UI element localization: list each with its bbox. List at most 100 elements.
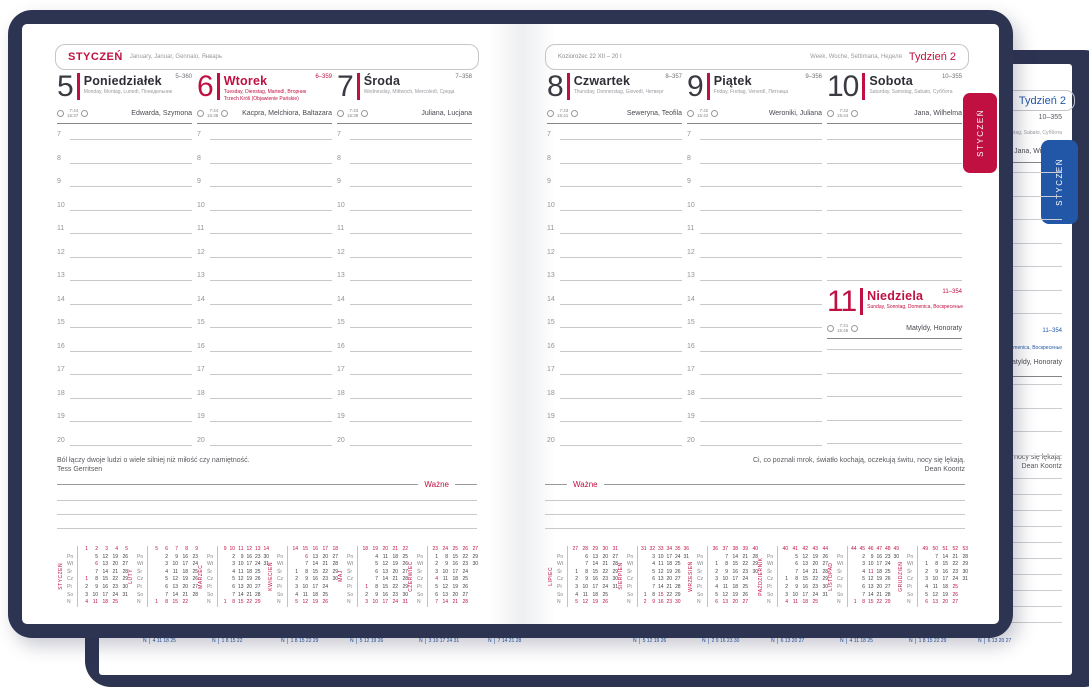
day-name: Sobota [869, 74, 913, 88]
day-of-year: 5–360 [175, 74, 192, 80]
weekday-row: Cz 6 13 20 27 [627, 576, 689, 584]
day-cell: 6 [715, 599, 718, 606]
weekday-row: Śr 7 14 21 28 [767, 568, 828, 577]
mini-calendar-grid: 14 15 16 17 18 Pn 6 13 20 27 Wt 7 14 21 28 Śr 1 8 15 22 29 Cz… [277, 546, 338, 607]
hour-slot: 18 [57, 375, 192, 399]
ruled-line [350, 421, 472, 422]
week-number: 14 [292, 546, 298, 552]
day-cell: 29 [752, 561, 758, 568]
ruled-line [350, 256, 472, 258]
week-number: 30 [602, 546, 608, 552]
day-cell: 3 [715, 576, 718, 583]
mini-calendar: KWIECIEŃ 14 15 16 17 18 Pn 6 13 20 27 Wt 7 14 21 28 Śr 1 8… [268, 546, 338, 607]
day-cell: 30 [674, 599, 681, 606]
weekday-label: Pn [627, 553, 638, 562]
weekday-row: Pn 3 10 17 24 31 [627, 553, 689, 562]
weekday-row: Cz 7 14 21 28 [347, 576, 408, 584]
weekday-label: Śr [697, 568, 708, 577]
weekday-label: Śr [907, 568, 918, 577]
day-number: 5 [57, 70, 74, 103]
weekday-label: N [837, 599, 848, 607]
day-cell: 5 [575, 599, 578, 606]
hour-slot: 19 [547, 399, 682, 422]
mini-calendar-grid: 49 50 51 52 53 Pn 7 14 21 28 Wt 1 8 15 22 29 Śr 2 9 16 23 30 C… [907, 546, 968, 607]
day-cell: 26 [322, 599, 328, 606]
hour-label: 15 [687, 319, 695, 326]
day-cell: 13 [657, 576, 664, 583]
day-cell: 27 [952, 599, 958, 606]
hour-label: 10 [547, 201, 555, 209]
day-cell: 29 [254, 599, 261, 606]
weekday-row: Pt 1 8 15 22 29 [347, 583, 408, 592]
day-cell [918, 554, 928, 562]
back-month-tab[interactable]: STYCZEŃ [1041, 140, 1078, 224]
ruled-line [210, 421, 332, 422]
hour-slot: 10 [337, 187, 472, 211]
weekday-row: Pt 3 10 17 24 [277, 583, 338, 592]
day-cell: 16 [657, 599, 664, 606]
day-translations: Tuesday, Dienstag, Martedì, Вторник [223, 89, 307, 95]
hour-label: 13 [687, 272, 695, 279]
day-cell [608, 599, 618, 607]
day-cell: 1 [85, 576, 88, 583]
day-cell [148, 554, 158, 562]
hour-label: 14 [197, 295, 205, 303]
sunday-dates: 1 8 15 22 29 [286, 638, 318, 644]
weekday-row: Śr 2 9 16 23 30 [907, 568, 968, 577]
hour-label: 11 [547, 225, 555, 232]
sunday-row-label: N [978, 638, 982, 644]
hour-label: 12 [337, 248, 345, 256]
corner-cell [347, 546, 358, 554]
day-cell: 4 [652, 561, 655, 568]
ruled-line [827, 209, 962, 211]
weekday-row: Śr 4 11 18 25 [207, 568, 269, 577]
day-cell [468, 569, 478, 577]
day-cell: 14 [172, 591, 178, 598]
hour-label: 20 [57, 436, 65, 444]
day-cell: 21 [246, 591, 252, 598]
day-cell: 30 [612, 576, 618, 583]
day-cell: 5 [295, 599, 298, 606]
hour-label: 11 [197, 225, 205, 232]
front-month-tab[interactable]: STYCZEŃ [963, 93, 997, 173]
weekday-row: Wt 4 11 18 25 [627, 561, 689, 569]
corner-cell [417, 546, 428, 554]
day-cell: 26 [402, 561, 408, 568]
day-cell: 17 [452, 568, 458, 575]
day-cell: 10 [372, 599, 378, 606]
week-number: 27 [472, 546, 478, 552]
day-cell: 1 [155, 599, 158, 606]
hour-slot: 7 [337, 124, 472, 140]
ruled-line [210, 303, 332, 305]
corner-cell [67, 546, 78, 554]
day-cell: 15 [732, 561, 738, 568]
hour-label: 10 [197, 201, 205, 209]
weekday-label: Pn [277, 553, 288, 562]
day-cell: 12 [722, 591, 728, 598]
sunset-time: 15:37 [67, 113, 79, 118]
week-number: 31 [612, 546, 618, 552]
hour-label: 18 [687, 389, 695, 397]
day-cell [328, 584, 338, 592]
day-cell: 8 [375, 583, 378, 590]
day-cell: 28 [402, 576, 408, 583]
week-number: 36 [712, 546, 718, 552]
sunset-icon [711, 109, 719, 117]
day-cell [818, 599, 828, 607]
back-sunday-translations: Sunday, Sonntag, Domenica, Воскресенье [966, 345, 1062, 351]
sun-row: 7:41 15:45 Matyldy, Honoraty [827, 318, 962, 338]
day-cell: 9 [795, 583, 798, 590]
hour-slot: 15 [687, 305, 822, 328]
day-translations: Sunday, Sonntag, Domenica, Воскресенье [867, 304, 964, 310]
sun-times: 7:41 15:45 [837, 323, 848, 333]
hour-label: 16 [57, 342, 65, 350]
hour-label: 12 [57, 248, 65, 256]
weekday-row: Pn 5 12 19 26 [767, 553, 828, 562]
day-cell [218, 561, 227, 569]
weekday-row: Pn 1 8 15 22 29 [417, 553, 478, 562]
day-cell: 20 [322, 553, 328, 560]
weekday-label: Pn [557, 553, 568, 562]
day-cell: 20 [876, 583, 882, 590]
sunrise-time: 7:43 [349, 108, 359, 113]
